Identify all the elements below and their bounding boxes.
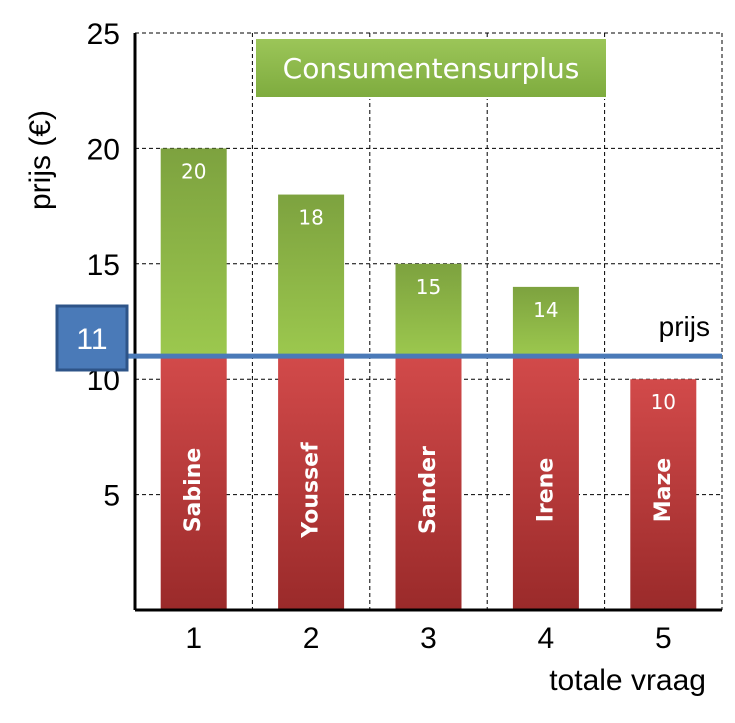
bar-value-label: 18 [298,206,323,230]
bar-surplus-segment [395,263,462,357]
bar-value-label: 15 [416,275,441,299]
y-tick-label: 15 [87,249,120,282]
chart-title-box: Consumentensurplus [254,37,608,99]
bar-price-segment [512,356,579,610]
bar-value-label: 20 [181,159,206,183]
x-tick-label: 3 [420,622,437,655]
bar-name-label: Irene [533,458,558,523]
x-tick-label: 5 [655,622,672,655]
bar-price-segment [160,356,227,610]
bar-surplus-segment [512,286,579,357]
bar-irene: 14 Irene [512,286,579,610]
bar-surplus-segment [278,194,345,357]
bar-name-label: Sabine [181,448,206,533]
chart-title-bg [254,37,608,99]
grid-lines [135,32,723,610]
bar-value-label: 14 [533,298,558,322]
y-tick-label: 20 [87,133,120,166]
bar-sabine: 20 Sabine [160,148,227,610]
bars: 20 Sabine 18 Youssef 15 Sander 14 Irene 10 Maze [160,148,697,610]
bar-price-segment [395,356,462,610]
y-axis-label: prijs (€) [24,110,57,210]
bar-name-label: Sander [416,446,441,534]
price-line-label: prijs [659,311,710,342]
bar-sander: 15 Sander [395,263,462,610]
x-axis-label: totale vraag [549,664,706,697]
y-tick-label: 5 [103,480,120,513]
bar-youssef: 18 Youssef [278,194,345,610]
chart-title: Consumentensurplus [283,52,580,85]
x-tick-label: 1 [185,622,202,655]
bar-surplus-segment [160,148,227,357]
y-tick-label: 25 [87,18,120,51]
bar-price-segment [630,379,697,610]
price-box: 11 [55,304,129,372]
x-tick-label: 2 [303,622,320,655]
price-box-rect [55,304,129,372]
bar-name-label: Maze [651,458,676,522]
bar-value-label: 10 [651,390,676,414]
x-tick-labels: 1 2 3 4 5 [185,622,671,655]
price-box-value: 11 [76,323,107,356]
bar-name-label: Youssef [299,442,324,539]
bar-price-segment [278,356,345,610]
bar-maze: 10 Maze [630,379,697,610]
x-tick-label: 4 [538,622,555,655]
